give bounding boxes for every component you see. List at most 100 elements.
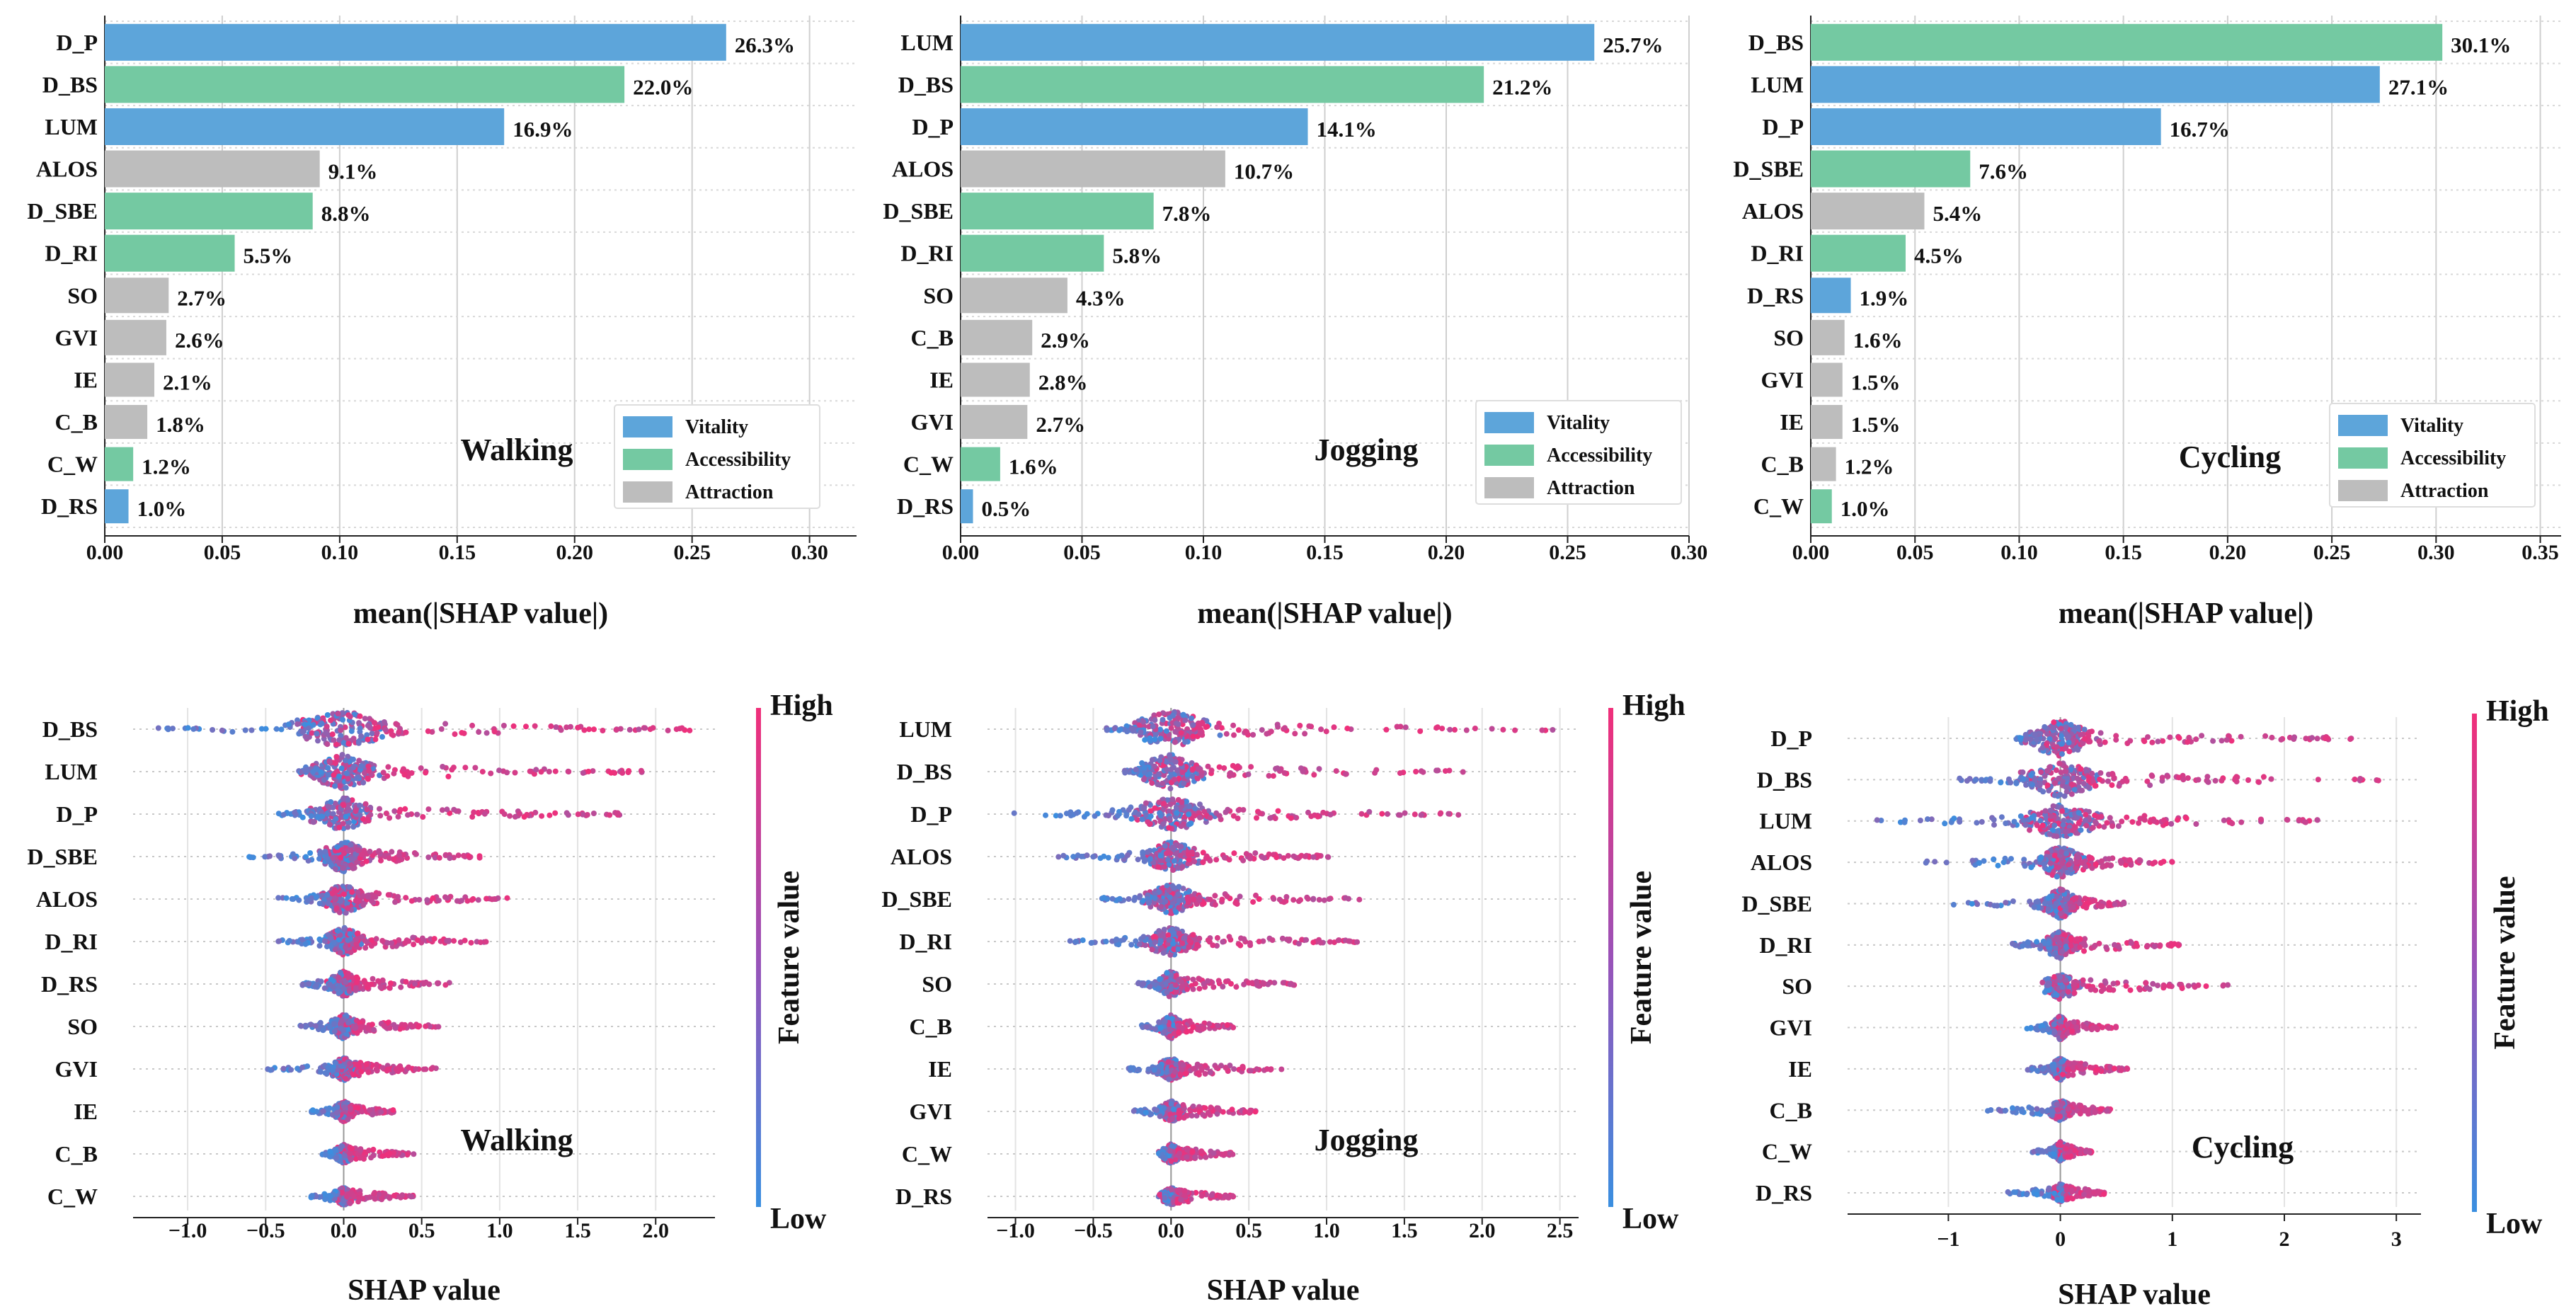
swarm-point xyxy=(290,851,296,857)
swarm-point xyxy=(1164,989,1170,995)
swarm-point xyxy=(607,812,613,818)
swarm-point xyxy=(1074,810,1080,816)
swarm-point xyxy=(395,813,401,820)
swarm-point xyxy=(333,741,339,748)
data-label: 1.0% xyxy=(1841,496,1890,521)
swarm-point xyxy=(1070,854,1077,860)
swarm-point xyxy=(1145,849,1151,855)
swarm-point xyxy=(481,811,488,817)
feature-label: LUM xyxy=(900,30,954,55)
swarm-point xyxy=(1157,810,1163,816)
swarm-point xyxy=(345,776,351,782)
chart-title: Cycling xyxy=(2179,440,2281,474)
swarm-point xyxy=(345,905,351,911)
swarm-point xyxy=(1310,896,1317,902)
swarm-point xyxy=(327,1148,333,1155)
swarm-point xyxy=(331,1021,338,1027)
swarm-point xyxy=(1273,854,1280,861)
swarm-point xyxy=(1171,885,1177,891)
swarm-point xyxy=(1254,815,1259,821)
bar-d-rs xyxy=(961,489,973,524)
swarm-point xyxy=(512,769,518,776)
swarm-point xyxy=(425,728,431,734)
x-tick-label: 0.00 xyxy=(86,541,124,564)
swarm-point xyxy=(324,892,331,898)
swarm-point xyxy=(369,731,375,737)
bar-d-ri xyxy=(105,234,235,272)
swarm-point xyxy=(338,765,345,772)
swarm-point xyxy=(1205,937,1211,944)
swarm-point xyxy=(1174,810,1180,816)
swarm-point xyxy=(1172,739,1178,745)
swarm-point xyxy=(372,736,379,743)
feature-label: D_RS xyxy=(41,971,98,997)
swarm-point xyxy=(258,726,265,732)
swarm-point xyxy=(1269,937,1276,943)
swarm-point xyxy=(1166,825,1172,831)
feature-label: D_RS xyxy=(41,493,98,519)
swarm-point xyxy=(521,813,527,820)
feature-label: D_RI xyxy=(45,929,98,954)
swarm-point xyxy=(1073,939,1080,944)
swarm-point xyxy=(358,733,365,739)
swarm-point xyxy=(558,727,564,733)
x-tick-label: 0.10 xyxy=(321,541,359,564)
swarm-point xyxy=(1186,852,1192,858)
swarm-point xyxy=(329,731,336,738)
swarm-point xyxy=(318,769,324,775)
x-tick-label: 0.00 xyxy=(942,541,980,564)
swarm-point xyxy=(527,768,533,774)
swarm-point xyxy=(1155,864,1162,870)
swarm-point xyxy=(1166,937,1172,943)
bar-d-p xyxy=(961,108,1308,145)
swarm-point xyxy=(309,730,315,736)
swarm-point xyxy=(1397,723,1404,730)
swarm-point xyxy=(337,898,343,905)
swarm-point xyxy=(1344,726,1351,731)
swarm-point xyxy=(590,768,596,774)
swarm-point xyxy=(355,738,362,745)
bar-c-b xyxy=(961,319,1033,355)
swarm-point xyxy=(483,730,490,736)
swarm-point xyxy=(1308,813,1315,820)
data-label: 2.8% xyxy=(1038,370,1088,394)
swarm-point xyxy=(362,944,369,951)
colorbar-low-label: Low xyxy=(770,1203,827,1235)
swarm-point xyxy=(1128,816,1135,822)
swarm-point xyxy=(343,813,349,820)
legend-label: Vitality xyxy=(2400,415,2463,437)
swarm-point xyxy=(1178,823,1184,830)
swarm-point xyxy=(316,856,322,862)
swarm-point xyxy=(1160,821,1167,828)
swarm-point xyxy=(401,766,406,772)
swarm-point xyxy=(371,1026,377,1033)
swarm-point xyxy=(356,1063,362,1070)
swarm-point xyxy=(379,937,386,944)
swarm-point xyxy=(374,730,380,736)
swarm-point xyxy=(1092,813,1098,819)
swarm-point xyxy=(1193,852,1200,858)
swarm-point xyxy=(377,806,382,812)
swarm-point xyxy=(1162,864,1167,870)
swarm-point xyxy=(1173,989,1179,995)
swarm-point xyxy=(539,813,545,819)
swarm-point xyxy=(339,710,345,716)
swarm-point xyxy=(348,728,355,734)
swarm-point xyxy=(1190,976,1196,983)
swarm-point xyxy=(1149,780,1155,786)
swarm-row-lum xyxy=(1104,709,1556,748)
swarm-point xyxy=(1147,813,1154,820)
feature-label: D_BS xyxy=(42,71,98,97)
swarm-point xyxy=(332,760,338,767)
swarm-point xyxy=(507,813,513,819)
swarm-point xyxy=(326,821,333,828)
swarm-point xyxy=(1104,727,1111,733)
swarm-point xyxy=(403,729,409,736)
swarm-point xyxy=(389,849,395,855)
swarm-point xyxy=(1346,938,1352,944)
swarm-point xyxy=(1383,726,1390,733)
swarm-point xyxy=(475,897,481,903)
swarm-point xyxy=(1141,765,1147,771)
swarm-point xyxy=(510,723,517,729)
swarm-row-ie xyxy=(309,1099,396,1125)
